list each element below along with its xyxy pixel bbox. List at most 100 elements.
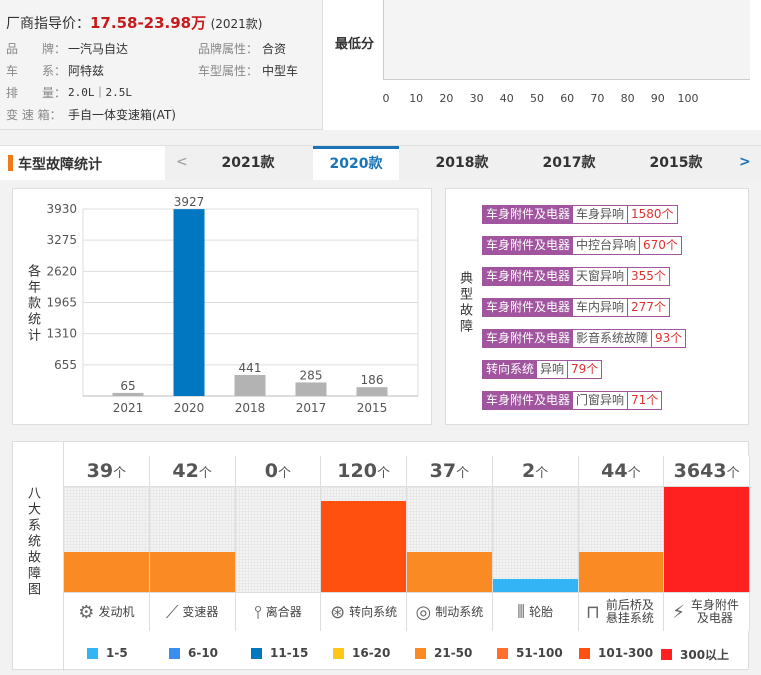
- system-name: 发动机: [98, 604, 135, 619]
- fault-tag[interactable]: 车身附件及电器 车身异响 1580个: [482, 205, 678, 224]
- y-tick-label: 2620: [46, 264, 77, 278]
- tabs-next-button[interactable]: >: [739, 154, 751, 170]
- section-title: 车型故障统计: [18, 157, 102, 173]
- legend-swatch: [579, 647, 590, 659]
- fault-tag[interactable]: 车身附件及电器 影音系统故障 93个: [482, 329, 687, 348]
- score-label: 最低分: [335, 37, 375, 52]
- system-bar-area: [492, 487, 578, 592]
- legend-label: 11-15: [270, 646, 309, 660]
- legend-swatch: [251, 647, 262, 659]
- system-name: 车身附件及电器: [690, 598, 739, 625]
- legend-item: 51-100: [497, 646, 563, 660]
- system-count: 44个: [578, 456, 664, 487]
- system-column[interactable]: 39个 ⚙ 发动机: [64, 456, 150, 631]
- price-year: (2021款): [210, 17, 263, 31]
- bar-value-label: 186: [361, 373, 384, 387]
- score-tick: 60: [560, 92, 575, 105]
- clutch-pedal-icon: ⫯: [253, 601, 262, 623]
- system-column[interactable]: 120个 ⊛ 转向系统: [321, 456, 407, 631]
- typical-faults-panel: 典型故障 车身附件及电器 车身异响 1580个 车身附件及电器 中控台异响 670个 车身附…: [445, 188, 749, 425]
- legend-label: 6-10: [188, 646, 219, 660]
- score-tick: 70: [590, 92, 605, 105]
- legend-label: 16-20: [352, 646, 391, 660]
- system-name: 转向系统: [349, 604, 398, 619]
- tire-icon: ⦀: [517, 601, 526, 623]
- section-title-box: 车型故障统计: [0, 146, 165, 180]
- system-name: 前后桥及悬挂系统: [605, 598, 654, 625]
- x-tick-label: 2021: [113, 401, 144, 415]
- bar-value-label: 441: [239, 361, 262, 375]
- car-type-value: 中型车: [262, 64, 299, 78]
- y-tick-label: 3275: [46, 233, 77, 247]
- fault-category: 车身附件及电器: [483, 268, 574, 285]
- legend-swatch: [169, 647, 180, 659]
- y-tick-label: 1310: [46, 327, 77, 341]
- fault-count: 79个: [571, 362, 599, 376]
- system-column[interactable]: 2个 ⦀ 轮胎: [492, 456, 579, 631]
- fault-tag[interactable]: 车身附件及电器 中控台异响 670个: [482, 236, 682, 255]
- legend-item: 6-10: [169, 646, 218, 660]
- fault-category: 车身附件及电器: [483, 392, 574, 409]
- y-tick-label: 3930: [46, 202, 77, 216]
- bar-2020[interactable]: [173, 209, 205, 396]
- x-tick-label: 2015: [357, 401, 388, 415]
- fault-tag[interactable]: 车身附件及电器 天窗异响 355个: [482, 267, 670, 286]
- bar-2015[interactable]: [356, 387, 388, 396]
- system-bar-fill: [407, 552, 492, 592]
- tab-2018[interactable]: 2018款: [435, 155, 489, 171]
- brand-type-value: 合资: [262, 42, 287, 56]
- system-bar-area: [664, 487, 749, 592]
- legend-item: 11-15: [251, 646, 308, 660]
- fault-category: 车身附件及电器: [483, 330, 574, 347]
- system-bar-fill: [492, 579, 578, 592]
- bar-2018[interactable]: [234, 375, 266, 396]
- fault-count: 1580个: [631, 207, 674, 221]
- x-tick-label: 2017: [296, 401, 327, 415]
- legend-swatch: [661, 649, 672, 660]
- fault-tag[interactable]: 转向系统 异响 79个: [482, 360, 603, 379]
- y-tick-label: 1965: [46, 296, 77, 310]
- engine-icon: ⚙: [78, 601, 95, 623]
- system-column[interactable]: 44个 ⊓ 前后桥及悬挂系统: [578, 456, 665, 631]
- bar-2017[interactable]: [295, 382, 327, 396]
- transmission-value: 手自一体变速箱(AT): [68, 108, 176, 122]
- price-row: 厂商指导价：17.58-23.98万 (2021款): [6, 12, 262, 33]
- system-bar-area: [64, 487, 149, 592]
- tab-2020[interactable]: 2020款: [313, 146, 399, 180]
- legend-label: 21-50: [434, 646, 473, 660]
- system-column[interactable]: 3643个 ⚡ 车身附件及电器: [664, 456, 750, 631]
- score-tick: 80: [620, 92, 635, 105]
- system-bar-area: [235, 487, 321, 592]
- fault-category: 转向系统: [483, 361, 538, 378]
- system-bar-fill: [664, 487, 749, 592]
- fault-tag[interactable]: 车身附件及电器 门窗异响 71个: [482, 391, 663, 410]
- score-tick: 30: [469, 92, 484, 105]
- system-column[interactable]: 37个 ◎ 制动系统: [407, 456, 493, 631]
- legend-item: 16-20: [333, 646, 390, 660]
- score-tick: 90: [650, 92, 665, 105]
- brand-type-label: 品牌属性：: [198, 42, 259, 56]
- fault-subtype: 天窗异响: [573, 268, 629, 285]
- system-bar-fill: [578, 552, 664, 592]
- fault-tag[interactable]: 车身附件及电器 车内异响 277个: [482, 298, 670, 317]
- legend-label: 300以上: [680, 648, 730, 662]
- chart-ylabel: 各年款统计: [25, 264, 40, 344]
- tabs-prev-button[interactable]: <: [176, 154, 188, 170]
- fault-subtype: 门窗异响: [573, 392, 629, 409]
- score-tick: 0: [382, 92, 390, 105]
- brand-label: 品 牌：: [6, 42, 67, 56]
- system-column[interactable]: 42个 ⟋ 变速器: [149, 456, 236, 631]
- system-column[interactable]: 0个 ⫯ 离合器: [235, 456, 322, 631]
- system-faults-panel: 八大系统故障图 39个 ⚙ 发动机 42个 ⟋ 变速器 0个 ⫯ 离合器 120个 ⊛ 转向系…: [12, 441, 750, 671]
- car-info-panel: 厂商指导价：17.58-23.98万 (2021款) 品 牌： 一汽马自达 车 …: [0, 0, 323, 130]
- tab-2017[interactable]: 2017款: [542, 155, 596, 171]
- tab-2021[interactable]: 2021款: [221, 155, 275, 171]
- system-bar-fill: [149, 552, 235, 592]
- brake-disc-icon: ◎: [415, 601, 432, 623]
- fault-subtype: 异响: [537, 361, 569, 378]
- legend-swatch: [415, 647, 426, 659]
- tab-2015[interactable]: 2015款: [649, 155, 703, 171]
- bar-2021[interactable]: [112, 392, 144, 396]
- price-label: 厂商指导价：: [6, 16, 90, 32]
